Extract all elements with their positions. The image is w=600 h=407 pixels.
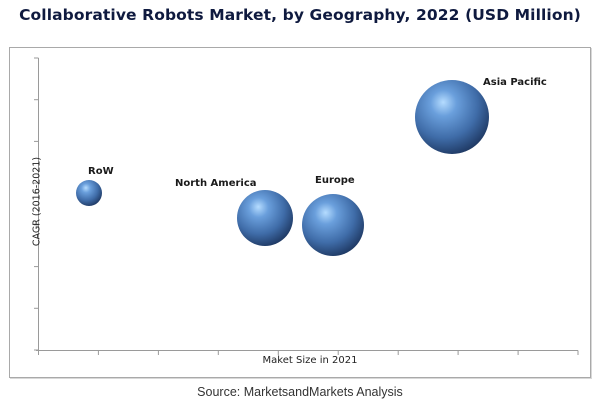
x-axis-label: Maket Size in 2021 <box>262 355 358 366</box>
bubble-europe <box>302 194 364 256</box>
source-note: Source: MarketsandMarkets Analysis <box>197 385 403 399</box>
chart-frame <box>9 47 591 378</box>
bubble-asia-pacific <box>415 80 489 154</box>
x-axis <box>36 350 579 355</box>
y-axis-label: CAGR (2016-2021) <box>31 156 43 247</box>
bubble-label-north-america: North America <box>175 178 257 189</box>
y-axis <box>34 57 39 351</box>
bubble-label-asia-pacific: Asia Pacific <box>483 77 547 88</box>
bubble-label-europe: Europe <box>315 175 355 186</box>
chart-title: Collaborative Robots Market, by Geograph… <box>19 6 581 24</box>
bubble-row <box>76 180 102 206</box>
bubble-label-row: RoW <box>88 166 114 177</box>
bubble-north-america <box>237 190 293 246</box>
